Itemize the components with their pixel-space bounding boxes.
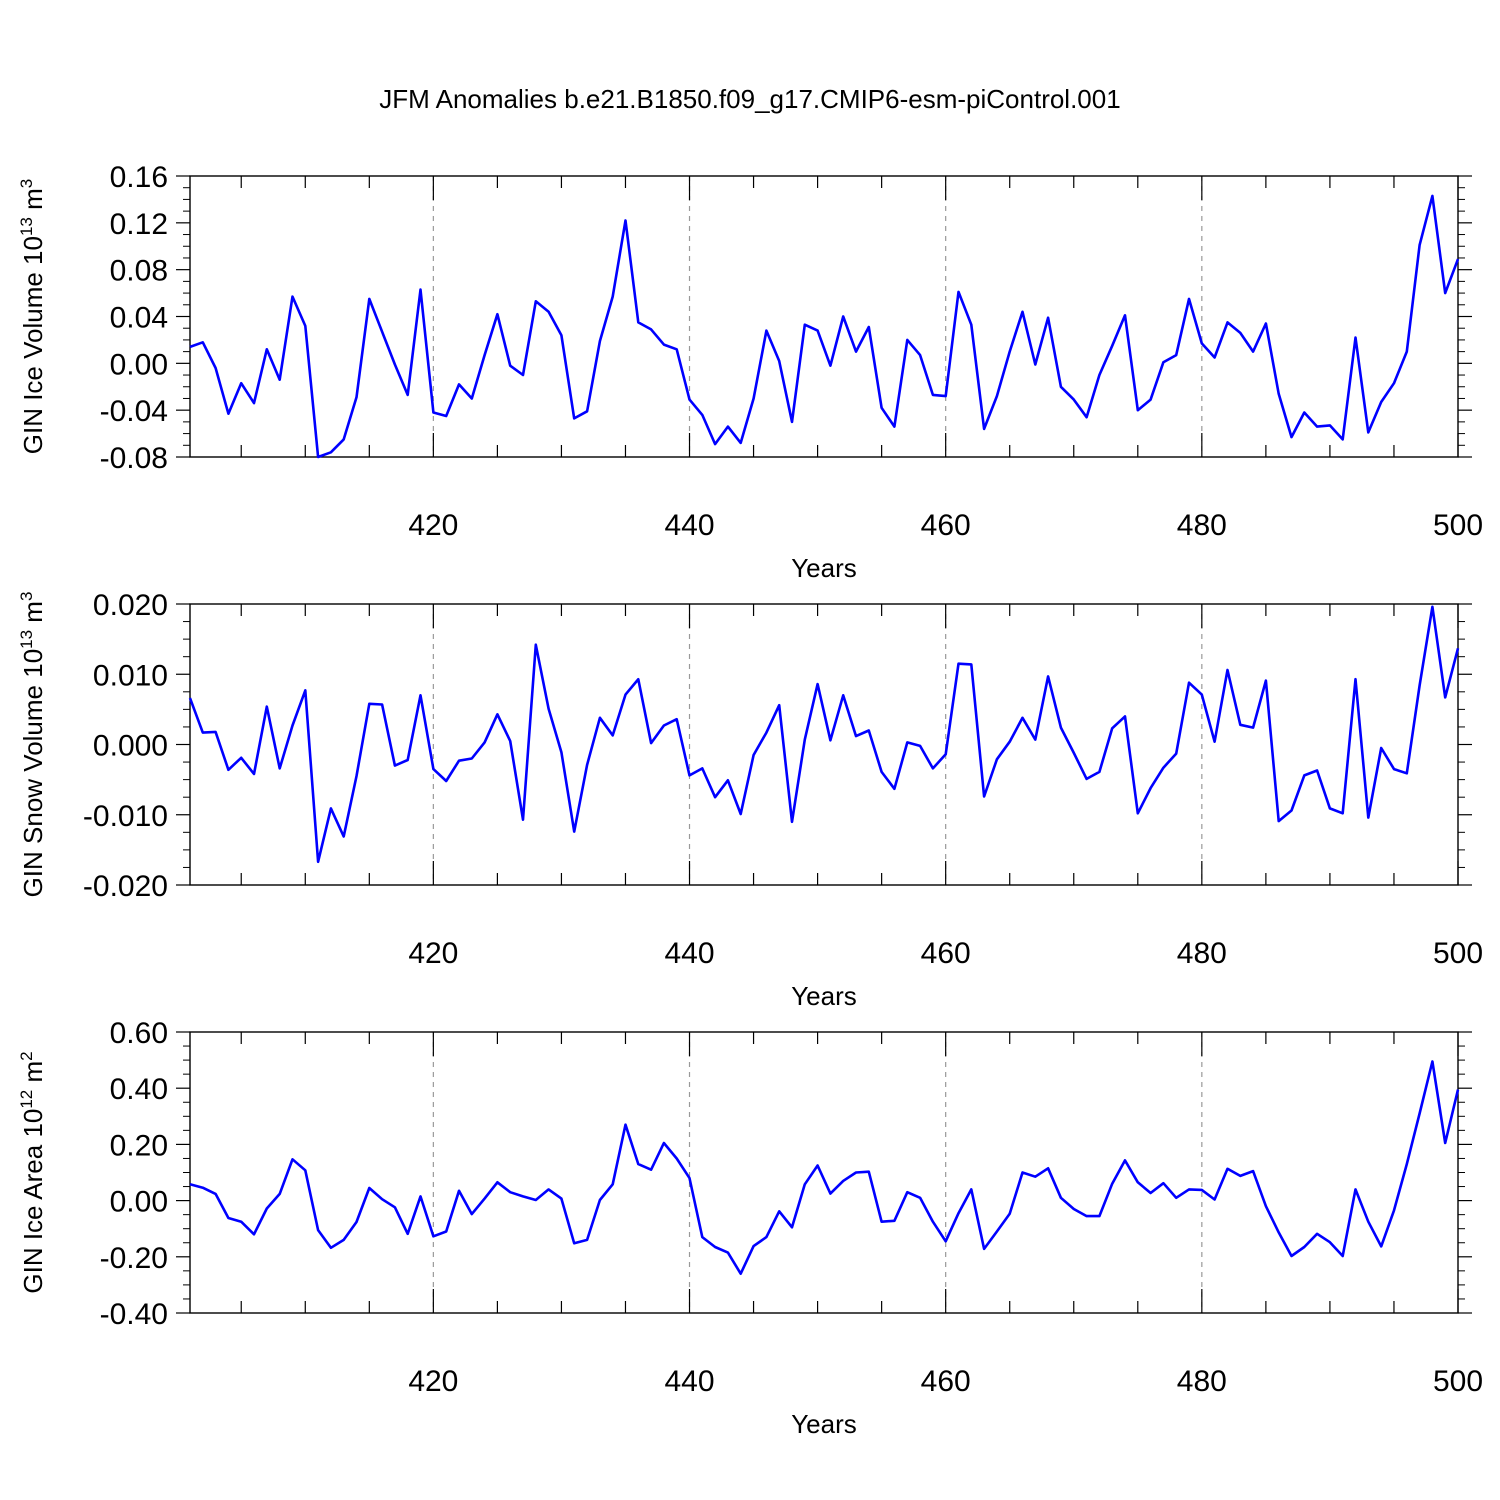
x-tick-label: 440 — [664, 509, 714, 542]
x-axis-title: Years — [791, 981, 857, 1011]
x-tick-label: 420 — [408, 509, 458, 542]
x-tick-label: 460 — [921, 509, 971, 542]
y-tick-label: 0.020 — [93, 589, 168, 622]
panel-ice-area: -0.40 -0.20 0.00 0.20 0.40 0.60 420 440 460 480 50… — [17, 1017, 1483, 1439]
x-tick-label: 500 — [1433, 509, 1483, 542]
y-tick-label: 0.010 — [93, 659, 168, 692]
series-line — [188, 605, 1460, 864]
y-tick-label: -0.04 — [100, 395, 168, 428]
y-tick-label: 0.08 — [110, 255, 168, 288]
y-tick-label: -0.40 — [100, 1298, 168, 1331]
x-tick-label: 500 — [1433, 937, 1483, 970]
y-tick-label: 0.16 — [110, 161, 168, 194]
plot-frame — [189, 1031, 1459, 1314]
panel-ice-volume: -0.08 -0.04 0.00 0.04 0.08 0.12 0.16 420 440 460 4… — [17, 161, 1483, 583]
y-tick-label: 0.20 — [110, 1129, 168, 1162]
y-tick-label: 0.12 — [110, 208, 168, 241]
panel-snow-volume: -0.020 -0.010 0.000 0.010 0.020 420 440 460 480 5… — [17, 589, 1483, 1011]
plot-frame — [189, 603, 1459, 886]
y-tick-label: 0.00 — [110, 1186, 168, 1219]
plot-frame — [189, 175, 1459, 458]
figure-title: JFM Anomalies b.e21.B1850.f09_g17.CMIP6-… — [379, 84, 1121, 114]
x-tick-label: 500 — [1433, 1365, 1483, 1398]
x-tick-label: 420 — [408, 937, 458, 970]
series-line — [189, 194, 1460, 459]
x-tick-label: 480 — [1177, 937, 1227, 970]
y-tick-label: 0.00 — [110, 348, 168, 381]
y-axis-title: GIN Snow Volume 1013 m3 — [17, 592, 48, 898]
series-line — [189, 1060, 1460, 1275]
x-tick-label: 480 — [1177, 509, 1227, 542]
x-tick-label: 420 — [408, 1365, 458, 1398]
x-tick-label: 440 — [664, 937, 714, 970]
x-tick-label: 460 — [921, 937, 971, 970]
y-axis-title: GIN Ice Volume 1013 m3 — [17, 179, 48, 455]
y-tick-label: -0.010 — [83, 800, 168, 833]
y-tick-label: 0.40 — [110, 1073, 168, 1106]
x-tick-label: 460 — [921, 1365, 971, 1398]
y-tick-label: 0.000 — [93, 730, 168, 763]
x-axis-title: Years — [791, 1409, 857, 1439]
y-tick-label: -0.08 — [100, 442, 168, 475]
x-tick-label: 480 — [1177, 1365, 1227, 1398]
y-tick-label: 0.60 — [110, 1017, 168, 1050]
y-axis-title: GIN Ice Area 1012 m2 — [17, 1051, 48, 1293]
x-axis-title: Years — [791, 553, 857, 583]
x-tick-label: 440 — [664, 1365, 714, 1398]
y-tick-label: 0.04 — [110, 302, 168, 335]
y-tick-label: -0.020 — [83, 870, 168, 903]
y-tick-label: -0.20 — [100, 1242, 168, 1275]
